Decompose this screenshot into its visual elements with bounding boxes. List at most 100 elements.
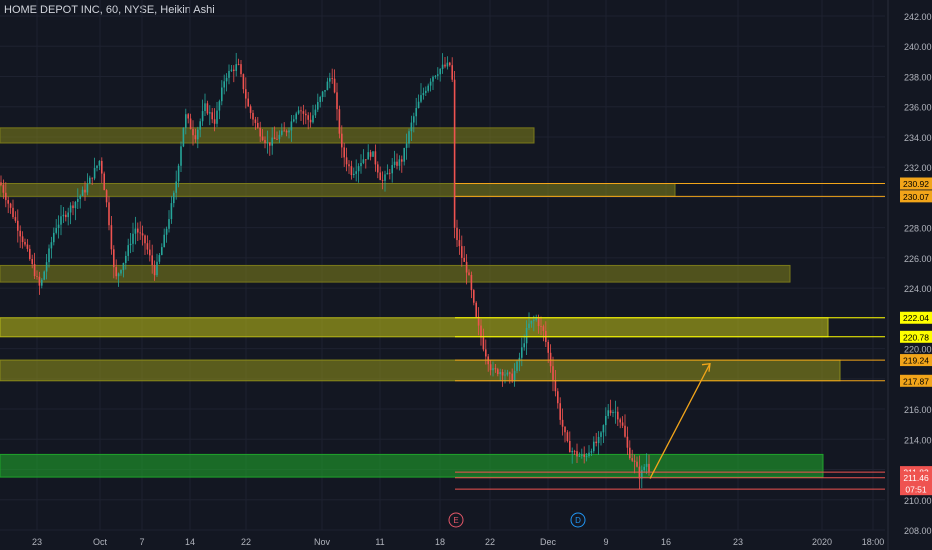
price-label: 220.78 [903, 332, 929, 342]
candle-body [235, 64, 237, 71]
candle-body [146, 243, 149, 250]
candle-body [485, 349, 487, 357]
candle-body [204, 103, 206, 112]
candle-body [458, 240, 461, 247]
candle-body [19, 230, 21, 237]
candle-body [144, 235, 146, 244]
candle-body [141, 233, 144, 236]
candle-body [593, 441, 595, 452]
candle-body [638, 466, 641, 479]
candle-body [288, 130, 290, 133]
x-tick-label: 14 [185, 537, 195, 547]
candle-body [549, 352, 552, 367]
candle-body [590, 451, 593, 453]
y-tick-label: 220.00 [904, 345, 932, 355]
candle-body [475, 302, 477, 317]
candle-body [53, 232, 55, 243]
candle-body [180, 146, 182, 166]
candle-body [528, 323, 530, 328]
candle-body [355, 171, 357, 174]
candle-body [521, 347, 523, 358]
candle-body [225, 77, 228, 82]
candle-body [9, 203, 12, 208]
candle-body [163, 234, 165, 248]
candle-body [72, 205, 74, 209]
candle-body [338, 109, 341, 134]
candle-body [86, 183, 89, 193]
price-label-box [900, 354, 932, 367]
candle-body [93, 168, 96, 179]
candle-body [441, 64, 444, 69]
candle-body [393, 161, 396, 166]
candle-body [645, 463, 648, 467]
candle-body [254, 119, 257, 123]
candle-body [36, 276, 38, 277]
candle-body [333, 78, 336, 93]
x-tick-label: 16 [661, 537, 671, 547]
candle-body [290, 121, 293, 131]
candle-body [367, 152, 369, 160]
candle-body [449, 62, 451, 66]
candle-body [149, 249, 151, 256]
candle-body [228, 70, 230, 78]
candle-body [199, 121, 201, 130]
candle-body [17, 220, 19, 231]
candle-body [463, 257, 465, 262]
candle-body [336, 92, 338, 110]
candle-body [422, 92, 425, 96]
price-label-box [900, 483, 932, 496]
zone-box [0, 317, 829, 338]
candle-body [170, 203, 173, 220]
price-label: 230.07 [903, 192, 929, 202]
price-label-box [900, 190, 932, 203]
zone-box [0, 264, 791, 283]
zone-box [0, 453, 824, 478]
candle-body [410, 122, 413, 132]
candle-body [48, 248, 50, 263]
candle-body [525, 327, 528, 344]
candle-body [461, 246, 463, 258]
candle-body [425, 90, 427, 93]
x-tick-label: 23 [733, 537, 743, 547]
y-tick-label: 228.00 [904, 224, 932, 234]
candle-body [74, 201, 77, 209]
candle-body [499, 372, 501, 375]
candle-body [403, 147, 405, 162]
candle-body [12, 207, 14, 218]
candle-body [295, 113, 297, 120]
candle-body [206, 103, 209, 114]
candle-body [151, 255, 153, 265]
y-tick-label: 208.00 [904, 526, 932, 536]
candle-body [266, 142, 269, 144]
y-tick-label: 236.00 [904, 103, 932, 113]
price-label-box [900, 471, 932, 484]
candle-body [600, 432, 602, 437]
candle-body [185, 114, 187, 128]
candle-body [509, 372, 511, 374]
candle-body [453, 79, 456, 228]
candle-body [530, 320, 533, 324]
candle-body [381, 179, 384, 181]
candle-body [607, 410, 609, 417]
candle-body [132, 233, 134, 244]
candle-body [38, 276, 41, 286]
y-tick-label: 238.00 [904, 72, 932, 82]
candle-body [209, 112, 211, 114]
candle-body [129, 243, 132, 246]
candle-body [626, 436, 629, 448]
candle-body [523, 343, 525, 348]
candle-body [24, 241, 26, 245]
candle-body [537, 318, 540, 326]
candle-body [391, 165, 393, 174]
candle-body [273, 137, 276, 139]
y-tick-label: 210.00 [904, 496, 932, 506]
candle-body [444, 64, 446, 67]
candle-body [434, 75, 437, 77]
candle-body [240, 64, 242, 75]
candle-body [489, 364, 492, 371]
level-lines [455, 183, 885, 490]
candle-body [137, 228, 139, 233]
candle-body [96, 165, 98, 169]
candle-body [547, 341, 549, 353]
